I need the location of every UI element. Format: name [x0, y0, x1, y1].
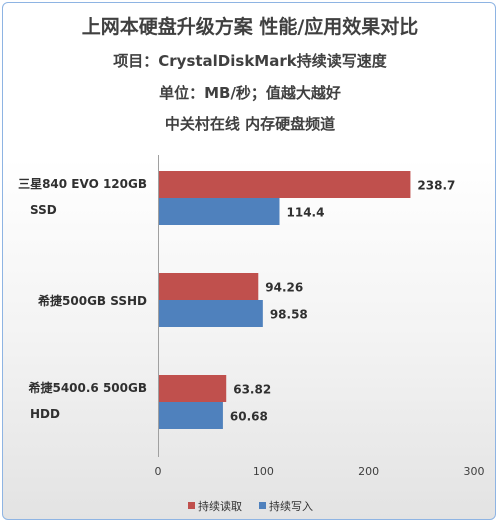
- bar-write-1: [159, 300, 263, 327]
- legend-swatch-write: [259, 502, 266, 509]
- legend-label: 持续写入: [269, 499, 313, 513]
- chart-title: 上网本硬盘升级方案 性能/应用效果对比: [81, 16, 419, 38]
- bar-read-0: [159, 171, 411, 198]
- data-label: 98.58: [270, 308, 308, 322]
- data-label: 114.4: [287, 206, 325, 220]
- legend-label: 持续读取: [198, 499, 242, 513]
- category-label: 三星840 EVO 120GB: [18, 177, 147, 191]
- bar-read-1: [159, 273, 259, 300]
- legend-swatch-read: [188, 502, 195, 509]
- data-label: 60.68: [230, 410, 268, 424]
- category-label: HDD: [30, 407, 60, 421]
- bar-write-2: [159, 402, 223, 429]
- x-tick-label: 0: [155, 465, 162, 478]
- bar-read-2: [159, 375, 227, 402]
- data-label: 94.26: [265, 281, 303, 295]
- chart-subtitle-project: 项目：CrystalDiskMark持续读写速度: [113, 52, 387, 70]
- x-tick-label: 300: [464, 465, 485, 478]
- data-label: 63.82: [233, 383, 271, 397]
- chart-subtitle-unit: 单位：MB/秒；值越大越好: [159, 84, 341, 102]
- category-label: 希捷500GB SSHD: [37, 293, 147, 308]
- chart-frame: [2, 2, 496, 520]
- data-label: 238.7: [417, 179, 455, 193]
- x-tick-label: 200: [358, 465, 379, 478]
- chart-subtitle-source: 中关村在线 内存硬盘频道: [164, 115, 336, 133]
- category-label: 希捷5400.6 500GB: [27, 380, 147, 395]
- bar-write-0: [159, 198, 280, 225]
- x-tick-label: 100: [253, 465, 274, 478]
- category-label: SSD: [30, 203, 57, 217]
